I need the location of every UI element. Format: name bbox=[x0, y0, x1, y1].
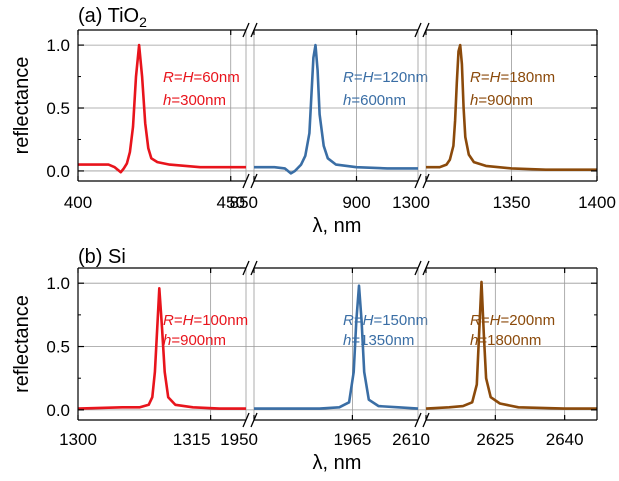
y-axis-label: reflectance bbox=[11, 295, 33, 393]
x-tick-label: 1300 bbox=[392, 193, 430, 212]
x-tick-label: 400 bbox=[64, 193, 92, 212]
y-tick-label: 1.0 bbox=[46, 274, 70, 293]
axis-break-gap bbox=[419, 413, 425, 427]
x-tick-label: 850 bbox=[230, 193, 258, 212]
axis-break-mark bbox=[422, 22, 430, 38]
series-line bbox=[425, 280, 597, 410]
series-line bbox=[254, 43, 418, 175]
y-tick-label: 0.0 bbox=[46, 162, 70, 181]
axis-break-gap bbox=[247, 174, 253, 188]
axis-break-mark bbox=[414, 260, 422, 276]
annotation-height: h=900nm bbox=[470, 92, 533, 109]
x-tick-label: 450 bbox=[217, 193, 245, 212]
axis-break-mark bbox=[250, 412, 258, 428]
annotation-size: R=H=150nm bbox=[343, 312, 428, 329]
x-tick-label: 2640 bbox=[546, 430, 584, 449]
x-tick-label: 1965 bbox=[333, 430, 371, 449]
x-tick-label: 2625 bbox=[476, 430, 514, 449]
axis-break-gap bbox=[247, 261, 253, 275]
x-tick-label: 900 bbox=[342, 193, 370, 212]
y-tick-label: 1.0 bbox=[46, 36, 70, 55]
annotation-size: R=H=100nm bbox=[163, 312, 248, 329]
annotation-size: R=H=120nm bbox=[343, 69, 428, 86]
axis-break-mark bbox=[250, 22, 258, 38]
axis-break-mark bbox=[422, 412, 430, 428]
axis-break-mark bbox=[414, 412, 422, 428]
x-axis-label: λ, nm bbox=[313, 215, 362, 237]
y-axis-label: reflectance bbox=[11, 57, 33, 155]
series-line bbox=[77, 286, 246, 410]
x-tick-label: 1315 bbox=[173, 430, 211, 449]
y-tick-label: 0.0 bbox=[46, 401, 70, 420]
x-tick-label: 2610 bbox=[392, 430, 430, 449]
series-line bbox=[426, 43, 597, 171]
annotation-height: h=1350nm bbox=[343, 332, 414, 349]
annotation-size: R=H=200nm bbox=[470, 312, 555, 329]
series-line bbox=[78, 43, 246, 174]
axis-break-gap bbox=[419, 261, 425, 275]
y-tick-label: 0.5 bbox=[46, 99, 70, 118]
chart-panel-b: 1300 1315 R=H=100nm h=900nm 1950 1965 R=H=150n… bbox=[11, 246, 598, 474]
annotation-height: h=600nm bbox=[343, 92, 406, 109]
axis-break-mark bbox=[422, 173, 430, 189]
x-tick-label: 1300 bbox=[59, 430, 97, 449]
axis-break-mark bbox=[242, 412, 250, 428]
axis-break-mark bbox=[422, 260, 430, 276]
annotation-height: h=900nm bbox=[163, 332, 226, 349]
axis-break-gap bbox=[247, 413, 253, 427]
annotation-size: R=H=60nm bbox=[163, 69, 240, 86]
axis-break-mark bbox=[242, 173, 250, 189]
x-tick-label: 1400 bbox=[578, 193, 616, 212]
axis-break-gap bbox=[247, 23, 253, 37]
panel-label: (b) Si bbox=[78, 246, 126, 268]
x-tick-label: 1950 bbox=[220, 430, 258, 449]
annotation-height: h=300nm bbox=[163, 92, 226, 109]
axis-break-mark bbox=[242, 22, 250, 38]
axis-break-gap bbox=[419, 23, 425, 37]
series-line bbox=[254, 284, 419, 410]
axis-break-mark bbox=[414, 22, 422, 38]
y-tick-label: 0.5 bbox=[46, 338, 70, 357]
x-axis-label: λ, nm bbox=[313, 452, 362, 474]
annotation-height: h=1800nm bbox=[470, 332, 541, 349]
axis-break-mark bbox=[250, 173, 258, 189]
panel-label: (a) TiO2 bbox=[78, 5, 147, 30]
axis-break-mark bbox=[250, 260, 258, 276]
axis-break-gap bbox=[419, 174, 425, 188]
axis-break-mark bbox=[242, 260, 250, 276]
x-tick-label: 1350 bbox=[493, 193, 531, 212]
chart-panel-a: 400 450 R=H=60nm h=300nm 850 900 R=H=120nm h=60… bbox=[11, 5, 616, 237]
annotation-size: R=H=180nm bbox=[470, 69, 555, 86]
axis-break-mark bbox=[414, 173, 422, 189]
